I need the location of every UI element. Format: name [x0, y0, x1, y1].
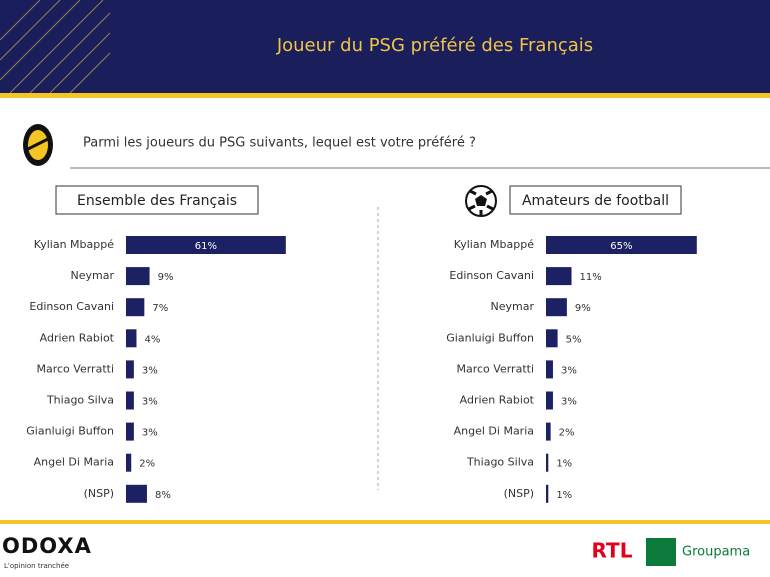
value-label: 1%: [556, 490, 572, 501]
header-pattern: [0, 0, 111, 94]
rtl-logo: RTL: [592, 539, 633, 563]
category-label: Adrien Rabiot: [460, 394, 535, 407]
chart-title: Amateurs de football: [522, 193, 669, 209]
value-label: 1%: [556, 459, 572, 470]
value-label: 61%: [195, 241, 217, 252]
value-label: 3%: [561, 397, 577, 408]
bar: [546, 453, 549, 472]
tagline: L'opinion tranchée: [4, 562, 69, 570]
question-icon: [23, 124, 53, 166]
page-title: Joueur du PSG préféré des Français: [276, 35, 593, 56]
bar: [126, 453, 132, 472]
brand: ODOXA: [2, 534, 92, 558]
category-label: Angel Di Maria: [454, 425, 534, 438]
category-label: Edinson Cavani: [29, 300, 114, 313]
bar: [126, 267, 150, 286]
value-label: 3%: [142, 428, 158, 439]
bar: [126, 298, 145, 317]
value-label: 8%: [155, 490, 171, 501]
value-label: 9%: [158, 272, 174, 283]
chart-title-box: [509, 185, 682, 215]
bar: [546, 298, 567, 317]
value-label: 7%: [152, 303, 168, 314]
category-label: Adrien Rabiot: [40, 331, 115, 344]
value-label: 4%: [144, 334, 160, 345]
bar: [546, 422, 551, 441]
groupama-icon: [646, 538, 676, 566]
footer-stripe: [0, 520, 770, 524]
bar: [546, 360, 553, 379]
bar: [126, 360, 134, 379]
football-icon: [465, 185, 497, 217]
category-label: Gianluigi Buffon: [446, 331, 534, 344]
value-label: 11%: [580, 272, 602, 283]
value-label: 3%: [142, 397, 158, 408]
category-label: Edinson Cavani: [449, 269, 534, 282]
category-label: Kylian Mbappé: [34, 238, 114, 251]
chart-title: Ensemble des Français: [77, 193, 237, 209]
category-label: (NSP): [504, 487, 534, 500]
bar: [546, 391, 553, 410]
value-label: 9%: [575, 303, 591, 314]
header-band: [0, 0, 770, 93]
category-label: Thiago Silva: [46, 394, 114, 407]
question: Parmi les joueurs du PSG suivants, leque…: [83, 136, 476, 151]
category-label: Marco Verratti: [457, 362, 535, 375]
header-stripe: [0, 93, 770, 98]
value-label: 2%: [139, 459, 155, 470]
category-label: Marco Verratti: [37, 362, 115, 375]
bar: [126, 329, 137, 348]
value-label: 5%: [566, 334, 582, 345]
groupama-logo: Groupama: [682, 545, 750, 560]
category-label: Neymar: [491, 300, 535, 313]
category-label: Kylian Mbappé: [454, 238, 534, 251]
category-label: Neymar: [71, 269, 115, 282]
value-label: 3%: [142, 365, 158, 376]
bar: [546, 267, 572, 286]
category-label: Angel Di Maria: [34, 456, 114, 469]
category-label: (NSP): [84, 487, 114, 500]
bar: [126, 422, 134, 441]
category-label: Gianluigi Buffon: [26, 425, 114, 438]
bar: [126, 236, 286, 254]
value-label: 2%: [559, 428, 575, 439]
value-label: 65%: [610, 241, 632, 252]
bar: [126, 391, 134, 410]
chart-title-box: [55, 185, 259, 215]
bar: [546, 484, 549, 503]
bar: [546, 329, 558, 348]
value-label: 3%: [561, 365, 577, 376]
bar: [126, 484, 147, 503]
category-label: Thiago Silva: [466, 456, 534, 469]
bar: [546, 236, 697, 254]
